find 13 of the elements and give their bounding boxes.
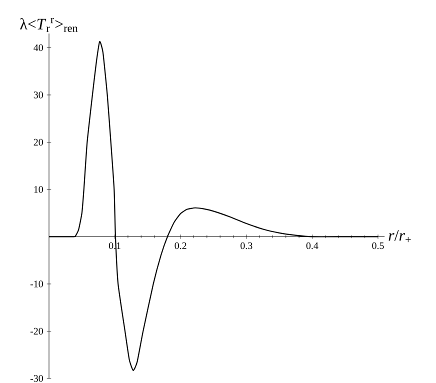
x-tick-label: 0.3 xyxy=(240,242,252,250)
x-tick-label: 0.2 xyxy=(174,242,186,250)
y-tick-label: -10 xyxy=(30,280,43,288)
y-tick-label: 40 xyxy=(34,44,43,52)
x-tick-label: 0.4 xyxy=(306,242,318,250)
x-axis-title: r/r$_{+}$ xyxy=(388,230,411,242)
y-tick-label: -20 xyxy=(30,328,43,335)
y-tick-label: 30 xyxy=(34,92,43,98)
y-tick-label: 20 xyxy=(34,138,43,146)
x-tick-label: 0.5 xyxy=(372,242,384,250)
y-axis-title: λ<T$_{r}$$^{r}$>$_{ren}$ xyxy=(20,18,78,32)
y-tick-label: 10 xyxy=(34,186,43,193)
y-tick-label: -30 xyxy=(30,375,43,382)
